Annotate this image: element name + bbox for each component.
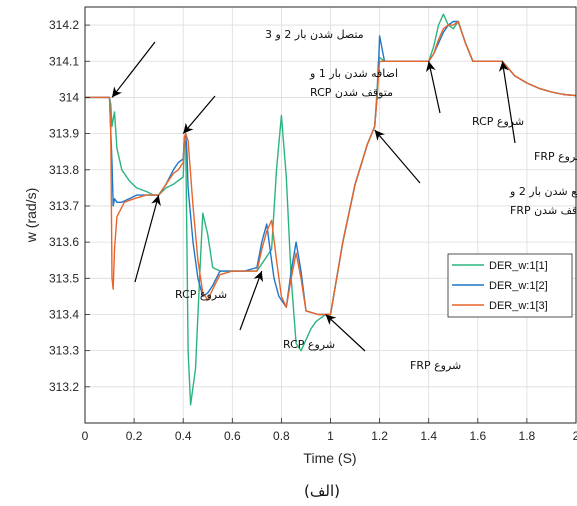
annotation-6: قطع شدن بار 2 و متوقف شدن FRP bbox=[374, 129, 577, 217]
annotation-arrow bbox=[325, 314, 366, 352]
annotation-text: شروع RCP bbox=[175, 288, 227, 301]
annotation-text: شروع FRP bbox=[410, 359, 461, 372]
figure-caption: (الف) bbox=[304, 482, 340, 500]
x-ticks: 0 0.2 0.4 0.6 0.8 1 1.2 1.4 1.6 1.8 2 bbox=[82, 418, 577, 443]
annotation-text: شروع FRP bbox=[534, 150, 577, 163]
annotation-2: اضافه شدن بار 1 و متوقف شدن RCP bbox=[182, 67, 398, 134]
annotation-arrow bbox=[498, 61, 516, 144]
y-tick-label: 313.9 bbox=[49, 127, 79, 141]
y-ticks: 313.2 313.3 313.4 313.5 313.6 313.7 313.8 313.9… bbox=[49, 18, 90, 394]
annotation-5: شروع FRP bbox=[325, 314, 461, 372]
annotations: متصل شدن بار 2 و 3 اضافه شدن بار 1 و متوقف… bbox=[111, 28, 577, 372]
data-lines bbox=[85, 13, 576, 406]
annotation-text: متوقف شدن FRP bbox=[510, 204, 577, 217]
annotation-text: متوقف شدن RCP bbox=[310, 86, 393, 99]
series-line-3 bbox=[85, 20, 576, 316]
annotation-3: شروع RCP bbox=[134, 194, 227, 301]
x-tick-label: 1.2 bbox=[371, 429, 388, 443]
x-axis-label: Time (S) bbox=[303, 450, 356, 466]
y-tick-label: 313.4 bbox=[49, 307, 79, 321]
annotation-arrow bbox=[182, 95, 216, 134]
annotation-text: شروع RCP bbox=[283, 338, 335, 351]
annotation-arrow bbox=[239, 270, 263, 331]
annotation-arrow bbox=[374, 129, 421, 184]
annotation-arrow bbox=[134, 194, 161, 283]
annotation-text: اضافه شدن بار 1 و bbox=[309, 67, 398, 80]
x-tick-label: 1 bbox=[327, 429, 334, 443]
legend-label-1: DER_w:1[1] bbox=[489, 260, 548, 272]
legend-label-2: DER_w:1[2] bbox=[489, 280, 548, 292]
x-tick-label: 0 bbox=[82, 429, 89, 443]
y-tick-label: 313.7 bbox=[49, 199, 79, 213]
annotation-text: قطع شدن بار 2 و bbox=[509, 185, 577, 198]
annotation-4: شروع RCP bbox=[239, 270, 335, 351]
annotation-8: شروع FRP bbox=[498, 61, 577, 163]
annotation-text: متصل شدن بار 2 و 3 bbox=[265, 28, 364, 41]
y-tick-label: 313.3 bbox=[49, 344, 79, 358]
annotation-arrow bbox=[425, 61, 441, 114]
x-tick-label: 0.8 bbox=[273, 429, 290, 443]
y-tick-label: 313.5 bbox=[49, 271, 79, 285]
annotation-arrow bbox=[111, 41, 156, 98]
legend-label-3: DER_w:1[3] bbox=[489, 300, 548, 312]
y-tick-label: 313.2 bbox=[49, 380, 79, 394]
x-tick-label: 1.4 bbox=[420, 429, 437, 443]
y-axis-label: w (rad/s) bbox=[23, 188, 39, 243]
y-tick-label: 314.2 bbox=[49, 18, 79, 32]
y-tick-label: 314 bbox=[59, 90, 79, 104]
y-tick-label: 314.1 bbox=[49, 54, 79, 68]
annotation-1: متصل شدن بار 2 و 3 bbox=[111, 28, 364, 98]
y-tick-label: 313.8 bbox=[49, 163, 79, 177]
legend: DER_w:1[1] DER_w:1[2] DER_w:1[3] bbox=[447, 253, 573, 318]
x-tick-label: 1.8 bbox=[519, 429, 536, 443]
annotation-text: شروع RCP bbox=[472, 115, 524, 128]
y-tick-label: 313.6 bbox=[49, 235, 79, 249]
x-tick-label: 2 bbox=[573, 429, 577, 443]
x-tick-label: 1.6 bbox=[469, 429, 486, 443]
x-tick-label: 0.2 bbox=[126, 429, 143, 443]
x-tick-label: 0.6 bbox=[224, 429, 241, 443]
x-tick-label: 0.4 bbox=[175, 429, 192, 443]
